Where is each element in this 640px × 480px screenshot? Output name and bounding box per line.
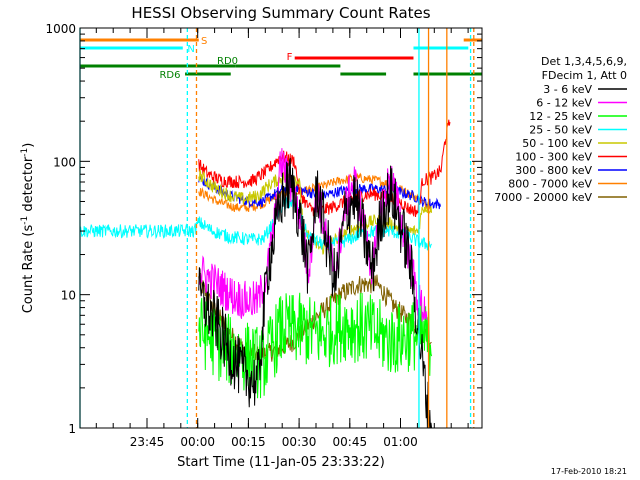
legend-header-line-1: Det 1,3,4,5,6,9, xyxy=(541,55,627,68)
footer-timestamp: 17-Feb-2010 18:21 xyxy=(551,467,627,476)
chart-title: HESSI Observing Summary Count Rates xyxy=(131,4,430,22)
plot-area xyxy=(80,119,451,428)
y-axis-label-mid: detector xyxy=(21,156,36,216)
y-tick-label-1000: 1000 xyxy=(45,22,76,36)
flag-label-rd0: RD0 xyxy=(217,56,238,67)
series-line-3-6-kev xyxy=(198,157,433,428)
y-axis-label-sup1: -1 xyxy=(20,216,30,225)
x-tick-label-4: 00:45 xyxy=(333,435,368,449)
plot-frame xyxy=(79,27,483,429)
flag-label-f: F xyxy=(287,52,293,63)
x-tick-label-1: 00:00 xyxy=(180,435,215,449)
y-tick-label-1: 1 xyxy=(68,422,76,436)
legend: Det 1,3,4,5,6,9, FDecim 1, Att 0 3 - 6 k… xyxy=(494,55,627,204)
y-axis-label-end: ) xyxy=(21,143,36,148)
legend-label-7000-20000-kev: 7000 - 20000 keV xyxy=(494,191,592,204)
x-tick-label-0: 23:45 xyxy=(130,435,165,449)
y-tick-label-100: 100 xyxy=(53,155,76,169)
legend-label-6-12-kev: 6 - 12 keV xyxy=(536,97,592,110)
series-line-25-50-kev xyxy=(80,197,432,251)
y-axis-label-sup2: -1 xyxy=(20,148,30,157)
series-line-100-300-kev xyxy=(198,119,451,217)
legend-label-800-7000-kev: 800 - 7000 keV xyxy=(508,178,592,191)
legend-label-300-800-kev: 300 - 800 keV xyxy=(515,164,592,177)
axes: 1 10 100 1000 23:45 00:00 00:15 00:30 00:45 01:00 xyxy=(45,22,483,449)
y-axis-label-main: Count Rate (s xyxy=(21,225,36,314)
y-axis-label: Count Rate (s-1 detector-1) xyxy=(20,143,36,314)
legend-header-line-2: FDecim 1, Att 0 xyxy=(542,69,627,82)
legend-label-50-100-kev: 50 - 100 keV xyxy=(522,137,592,150)
x-axis-label: Start Time (11-Jan-05 23:33:22) xyxy=(177,455,385,470)
legend-label-12-25-kev: 12 - 25 keV xyxy=(529,110,592,123)
x-tick-label-5: 01:00 xyxy=(383,435,418,449)
legend-label-3-6-kev: 3 - 6 keV xyxy=(543,83,592,96)
x-tick-label-2: 00:15 xyxy=(231,435,266,449)
flag-bars: SN F RD0 RD6 xyxy=(80,36,482,81)
flag-label-n: N xyxy=(187,44,194,55)
legend-label-100-300-kev: 100 - 300 keV xyxy=(515,151,592,164)
legend-label-25-50-kev: 25 - 50 keV xyxy=(529,124,592,137)
flag-label-s: S xyxy=(201,36,207,47)
series-line-6-12-kev xyxy=(198,148,428,322)
y-tick-label-10: 10 xyxy=(61,289,76,303)
x-tick-label-3: 00:30 xyxy=(282,435,317,449)
flag-label-rd6: RD6 xyxy=(159,70,180,81)
